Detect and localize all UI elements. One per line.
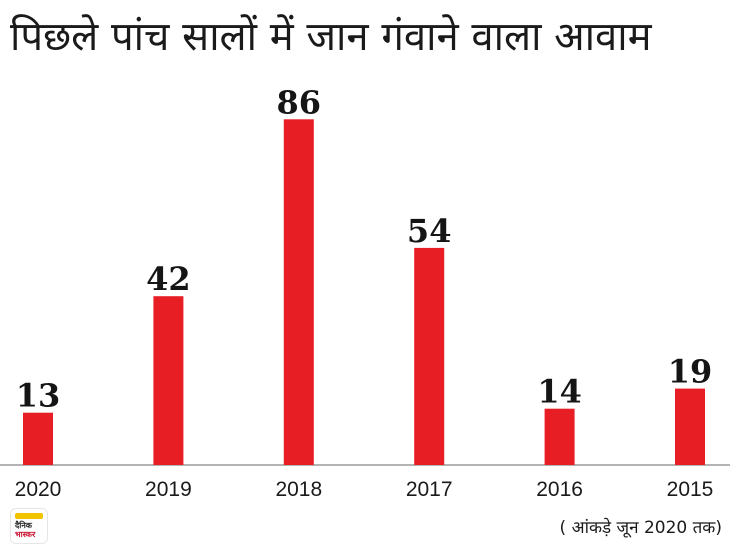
value-label-2015: 19 — [668, 353, 713, 391]
footnote: ( आंकड़े जून 2020 तक) — [559, 518, 722, 538]
tick-label-2018: 2018 — [275, 478, 322, 501]
tick-label-2019: 2019 — [145, 478, 192, 501]
value-label-2019: 42 — [146, 260, 191, 298]
tick-label-2015: 2015 — [667, 478, 714, 501]
value-label-2018: 86 — [277, 83, 322, 121]
bar-2018 — [283, 119, 314, 466]
bar-2015 — [675, 388, 705, 465]
tick-label-2017: 2017 — [406, 478, 453, 501]
logo-mark — [15, 513, 43, 519]
bar-2017 — [414, 247, 445, 465]
bar-2016 — [544, 408, 575, 465]
logo-text-line2: भास्कर — [15, 530, 36, 539]
tick-label-2016: 2016 — [536, 478, 583, 501]
value-label-2020: 13 — [16, 377, 61, 415]
bar-2020 — [23, 412, 53, 465]
tick-labels-group: 2020 2019 2018 2017 2016 2015 — [15, 478, 714, 501]
logo-text-line1: दैनिक — [15, 521, 32, 530]
bar-2019 — [153, 296, 184, 465]
value-label-2016: 14 — [537, 373, 582, 411]
value-label-2017: 54 — [407, 212, 452, 250]
bars-group — [23, 119, 705, 466]
logo: दैनिक भास्कर — [10, 508, 48, 544]
tick-label-2020: 2020 — [15, 478, 62, 501]
chart-title: पिछले पांच सालों में जान गंवाने वाला आवा… — [10, 14, 652, 60]
value-labels-group: 13 42 86 54 14 19 — [16, 83, 713, 414]
